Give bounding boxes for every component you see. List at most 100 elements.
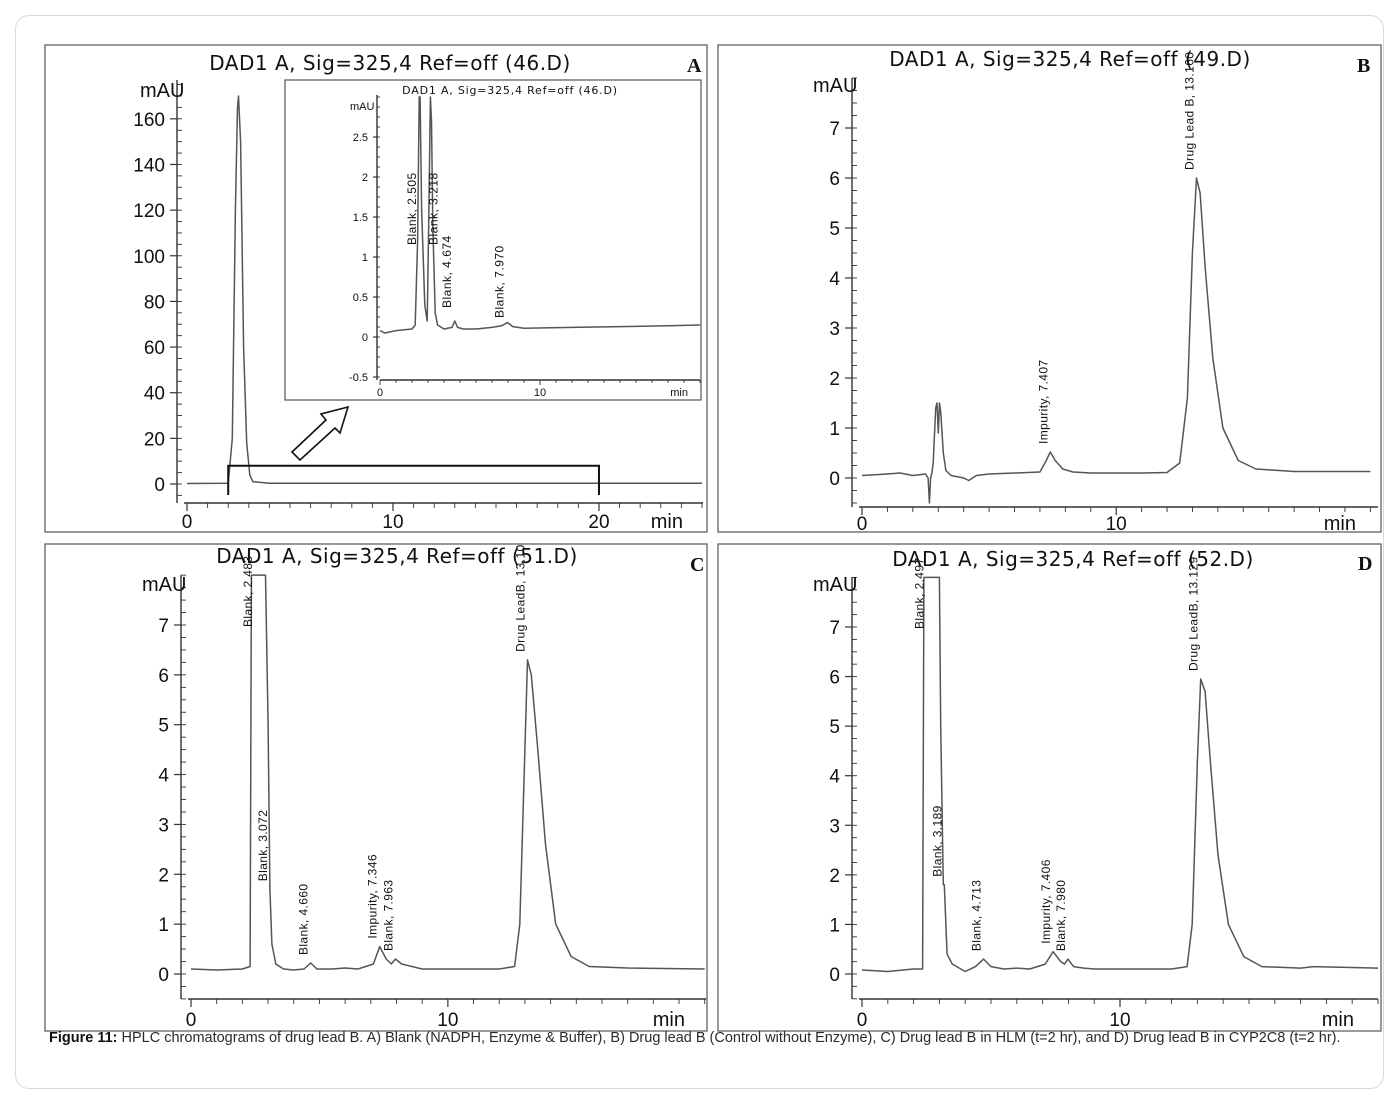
panel-b-y-tick-label: 4 bbox=[829, 269, 840, 290]
panel-c-border bbox=[44, 543, 708, 1032]
caption-label: Figure 11: bbox=[49, 1030, 118, 1046]
panel-b-border bbox=[717, 44, 1382, 533]
panel-d-y-tick-label: 2 bbox=[829, 866, 840, 887]
panel-c-peak-label: Blank, 2.483 bbox=[241, 555, 255, 627]
panel-c-y-tick-label: 6 bbox=[158, 666, 169, 687]
panel-c: 0 1 2 3 4 5 6 7 0 10 DAD1 A, Sig=325,4 Ref=off (51… bbox=[44, 543, 708, 1032]
panel-b-y-tick-label: 2 bbox=[829, 369, 840, 390]
panel-d-x-unit-label: min bbox=[1322, 1009, 1354, 1031]
panel-a-inset-y-tick-label: -0.5 bbox=[349, 372, 368, 384]
panel-a-y-unit-label: mAU bbox=[140, 80, 184, 102]
panel-b-trace-line bbox=[861, 177, 1371, 504]
panel-c-title: DAD1 A, Sig=325,4 Ref=off (51.D) bbox=[216, 544, 578, 568]
panel-a-x-unit-label: min bbox=[651, 511, 683, 533]
panel-b-y-tick-label: 6 bbox=[829, 169, 840, 190]
panel-a-inset: -0.5 0 0.5 1 1.5 2 2.5 0 10 DAD1 A, Sig=325,4 Ref… bbox=[284, 79, 702, 401]
panel-c-y-tick-label: 7 bbox=[158, 616, 169, 637]
panel-a-inset-title: DAD1 A, Sig=325,4 Ref=off (46.D) bbox=[402, 84, 618, 97]
panel-c-peak-label: Drug LeadB, 13.10 bbox=[513, 544, 527, 652]
panel-b-title: DAD1 A, Sig=325,4 Ref=off (49.D) bbox=[889, 47, 1251, 71]
panel-a-y-tick-label: 100 bbox=[133, 247, 165, 268]
panel-d-y-tick-label: 1 bbox=[829, 915, 840, 936]
panel-b-y-unit-label: mAU bbox=[813, 75, 857, 97]
panel-a-x-tick-label: 20 bbox=[588, 512, 609, 533]
figure-frame bbox=[15, 15, 1384, 1089]
panel-d-trace-line bbox=[861, 576, 1379, 973]
panel-b-x-unit-label: min bbox=[1324, 513, 1356, 535]
panel-a-letter: A bbox=[687, 55, 702, 77]
panel-a-y-tick-label: 0 bbox=[154, 475, 165, 496]
panel-a-x-tick-label: 0 bbox=[182, 512, 193, 533]
panel-d-border bbox=[717, 543, 1382, 1032]
panel-a-y-tick-label: 20 bbox=[144, 429, 165, 450]
panel-a-y-tick-label: 80 bbox=[144, 292, 165, 313]
panel-c-x-unit-label: min bbox=[653, 1009, 685, 1031]
panel-b-y-tick-label: 3 bbox=[829, 319, 840, 340]
panel-a-inset-y-tick-label: 2 bbox=[362, 172, 368, 184]
panel-b-y-tick-label: 0 bbox=[829, 469, 840, 490]
panel-a-inset-x-tick-label: 10 bbox=[534, 387, 546, 399]
panel-b-peak-label: Impurity, 7.407 bbox=[1036, 360, 1050, 444]
panel-a-inset-peak-label: Blank, 7.970 bbox=[493, 245, 507, 318]
panel-c-peak-label: Blank, 3.072 bbox=[256, 810, 270, 882]
panel-c-x-tick-label: 10 bbox=[437, 1010, 458, 1031]
panel-b-y-tick-label: 7 bbox=[829, 119, 840, 140]
panel-d-x-tick-label: 10 bbox=[1109, 1010, 1130, 1031]
panel-c-letter: C bbox=[690, 554, 704, 576]
figure-caption: Figure 11: HPLC chromatograms of drug le… bbox=[49, 1028, 1379, 1048]
panel-b: 0 1 2 3 4 5 6 7 0 10 DAD1 A, Sig=325,4 Ref=off (49… bbox=[717, 44, 1382, 535]
panel-d-peak-label: Blank, 3.189 bbox=[930, 805, 944, 877]
panel-d-title: DAD1 A, Sig=325,4 Ref=off (52.D) bbox=[892, 547, 1254, 571]
panel-a-inset-x-unit-label: min bbox=[670, 387, 688, 399]
panel-a-inset-x-tick-label: 0 bbox=[377, 387, 383, 399]
panel-d-x-tick-label: 0 bbox=[857, 1010, 868, 1031]
panel-d-y-tick-label: 7 bbox=[829, 618, 840, 639]
panel-b-y-tick-label: 1 bbox=[829, 419, 840, 440]
panel-c-y-unit-label: mAU bbox=[142, 574, 186, 596]
caption-text: HPLC chromatograms of drug lead B. A) Bl… bbox=[121, 1030, 1341, 1046]
panel-a-inset-y-tick-label: 1.5 bbox=[353, 212, 368, 224]
panel-a-zoom-arrow-icon bbox=[290, 405, 350, 462]
panel-d-y-tick-label: 5 bbox=[829, 717, 840, 738]
panel-a-x-tick-label: 10 bbox=[382, 512, 403, 533]
panel-b-letter: B bbox=[1357, 55, 1370, 77]
panel-b-peak-label: Drug Lead B, 13.160 bbox=[1183, 52, 1197, 170]
panel-a-y-tick-label: 140 bbox=[133, 155, 165, 176]
panel-c-peak-label: Blank, 4.660 bbox=[297, 884, 311, 956]
panel-c-y-tick-label: 5 bbox=[158, 716, 169, 737]
panel-a-inset-border bbox=[284, 79, 702, 401]
panel-a-y-tick-label: 40 bbox=[144, 384, 165, 405]
panel-d-peak-label: Blank, 2.497 bbox=[912, 557, 926, 629]
panel-d-y-unit-label: mAU bbox=[813, 574, 857, 596]
panel-a-inset-peak-label: Blank, 2.505 bbox=[405, 172, 419, 245]
panel-a-title: DAD1 A, Sig=325,4 Ref=off (46.D) bbox=[209, 51, 571, 75]
panel-a-inset-y-tick-label: 0 bbox=[362, 332, 368, 344]
panel-d-peak-label: Impurity, 7.406 bbox=[1039, 859, 1053, 943]
panel-b-x-tick-label: 0 bbox=[857, 514, 868, 535]
panel-a-inset-peak-label: Blank, 3.218 bbox=[426, 172, 440, 245]
panel-c-y-tick-label: 1 bbox=[158, 915, 169, 936]
panel-a-inset-y-tick-label: 0.5 bbox=[353, 292, 368, 304]
panel-c-y-tick-label: 2 bbox=[158, 865, 169, 886]
panel-d-y-tick-label: 3 bbox=[829, 816, 840, 837]
panel-d-letter: D bbox=[1358, 553, 1372, 575]
panel-a-inset-y-tick-label: 2.5 bbox=[353, 132, 368, 144]
panel-a-trace-line bbox=[186, 95, 702, 485]
panel-a-y-tick-label: 60 bbox=[144, 338, 165, 359]
panel-a-inset-trace-line bbox=[379, 96, 701, 334]
panel-c-y-tick-label: 3 bbox=[158, 815, 169, 836]
panel-a-y-tick-label: 160 bbox=[133, 110, 165, 131]
panel-d-peak-label: Drug LeadB, 13.129 bbox=[1187, 556, 1201, 671]
panel-d-peak-label: Blank, 7.980 bbox=[1054, 880, 1068, 952]
panel-a-y-tick-label: 120 bbox=[133, 201, 165, 222]
panel-d-y-tick-label: 4 bbox=[829, 767, 840, 788]
panel-b-y-tick-label: 5 bbox=[829, 219, 840, 240]
panel-a-inset-y-tick-label: 1 bbox=[362, 252, 368, 264]
panel-d-y-tick-label: 6 bbox=[829, 668, 840, 689]
panel-d: 0 1 2 3 4 5 6 7 0 10 DAD1 A, Sig=325,4 Ref=off (52… bbox=[717, 543, 1382, 1032]
panel-b-x-tick-label: 10 bbox=[1106, 514, 1127, 535]
panel-a-zoom-bracket bbox=[227, 464, 600, 495]
panel-c-x-tick-label: 0 bbox=[186, 1010, 197, 1031]
